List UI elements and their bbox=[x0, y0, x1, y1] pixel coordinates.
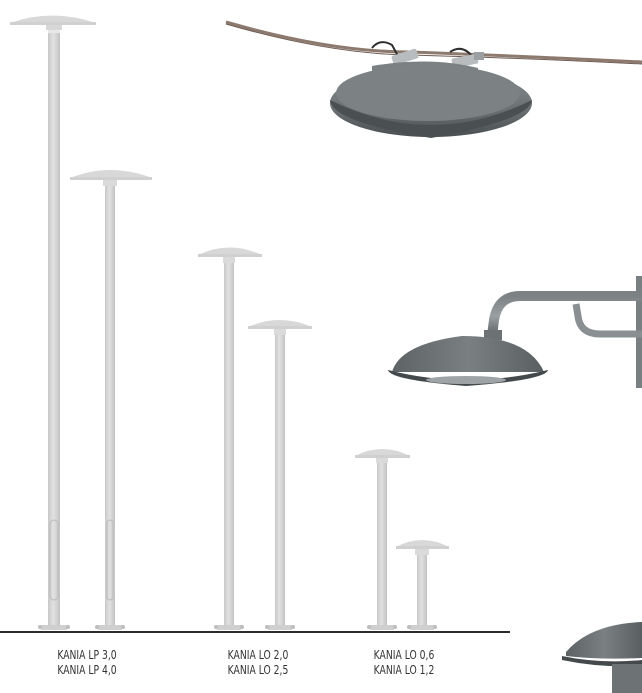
caption-line: KANIA LP 3,0 bbox=[57, 647, 117, 662]
ground-line bbox=[0, 631, 510, 633]
pole-kania-lp-3-0 bbox=[10, 15, 96, 630]
pole-kania-lo-0-6 bbox=[355, 449, 410, 630]
cropped-lamp-photo bbox=[562, 622, 642, 693]
wall-arm-lamp-photo bbox=[388, 276, 642, 388]
pole-kania-lp-4-0 bbox=[70, 170, 152, 630]
suspended-lamp-photo bbox=[225, 20, 642, 138]
caption-line: KANIA LP 4,0 bbox=[57, 662, 117, 677]
caption-line: KANIA LO 1,2 bbox=[373, 662, 435, 677]
caption-group-lo-short: KANIA LO 0,6 KANIA LO 1,2 bbox=[355, 647, 453, 677]
caption-line: KANIA LO 2,0 bbox=[227, 647, 289, 662]
caption-line: KANIA LO 0,6 bbox=[373, 647, 435, 662]
pole-kania-lo-2-5 bbox=[248, 320, 312, 630]
caption-group-lp: KANIA LP 3,0 KANIA LP 4,0 bbox=[38, 647, 136, 677]
caption-group-lo-tall: KANIA LO 2,0 KANIA LO 2,5 bbox=[209, 647, 307, 677]
pole-kania-lo-2-0 bbox=[198, 247, 262, 630]
pole-kania-lo-1-2 bbox=[396, 540, 449, 630]
caption-line: KANIA LO 2,5 bbox=[227, 662, 289, 677]
